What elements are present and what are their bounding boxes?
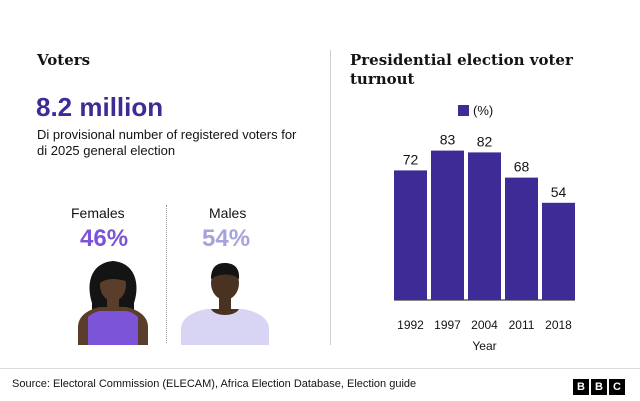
male-figure-icon xyxy=(181,263,269,345)
voters-title: Voters xyxy=(37,51,91,69)
legend-label: (%) xyxy=(473,103,494,118)
column-divider xyxy=(330,50,331,345)
bar-1997 xyxy=(431,150,464,300)
female-figure-icon xyxy=(78,261,148,345)
turnout-bar-chart: 72 1992 83 1997 82 2004 68 2011 54 2018 Year xyxy=(394,132,575,350)
x-tick-label: 2018 xyxy=(545,318,572,332)
bar-2018 xyxy=(542,202,575,300)
legend: (%) xyxy=(458,103,493,118)
bar-value-label: 83 xyxy=(440,132,456,148)
footer-divider xyxy=(0,368,640,401)
bar-2011 xyxy=(505,177,538,300)
x-tick-label: 2004 xyxy=(471,318,498,332)
source-text: Source: Electoral Commission (ELECAM), A… xyxy=(12,378,417,390)
turnout-title: Presidential election voter turnout xyxy=(350,51,573,88)
bbc-logo-letter: B xyxy=(591,379,607,395)
males-label: Males xyxy=(209,205,247,221)
bbc-logo-letter: B xyxy=(573,379,589,395)
bar-1992 xyxy=(394,170,427,300)
females-percent: 46% xyxy=(80,225,129,252)
females-label: Females xyxy=(71,205,125,221)
legend-swatch xyxy=(458,105,469,116)
bar-value-label: 82 xyxy=(477,133,493,149)
x-tick-label: 1997 xyxy=(434,318,461,332)
registered-voters-number: 8.2 million xyxy=(36,92,164,122)
gender-divider xyxy=(166,205,167,343)
registered-voters-description: Di provisional number of registered vote… xyxy=(37,127,297,158)
bbc-logo: B B C xyxy=(573,379,625,395)
x-tick-label: 1992 xyxy=(397,318,424,332)
bbc-logo-letter: C xyxy=(609,379,625,395)
x-tick-label: 2011 xyxy=(509,318,535,332)
x-axis-label: Year xyxy=(472,339,496,350)
bar-2004 xyxy=(468,152,501,300)
males-percent: 54% xyxy=(202,225,251,252)
bar-value-label: 72 xyxy=(403,151,419,167)
bar-value-label: 68 xyxy=(514,159,530,175)
bar-value-label: 54 xyxy=(551,184,567,200)
